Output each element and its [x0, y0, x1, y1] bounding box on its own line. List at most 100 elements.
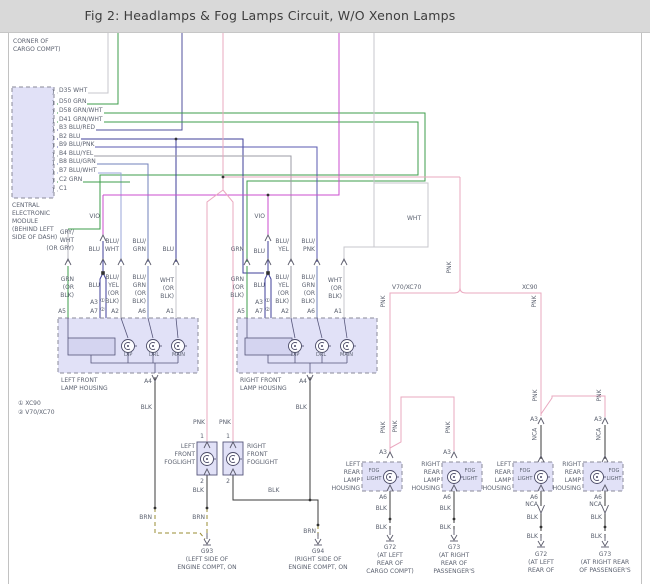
wire-color-label: VIO: [254, 213, 265, 220]
cargo-component-label: CORNER OF: [13, 38, 49, 45]
pin-stubs: [67, 266, 345, 318]
variant-branch-label: V70/XC70: [392, 284, 422, 291]
ground-label: (AT RIGHT REAR: [580, 559, 630, 566]
ground-label: (RIGHT SIDE OF: [294, 556, 342, 563]
component-label: LAMP: [343, 477, 360, 484]
cem-pin: D58 GRN/WHT: [58, 107, 104, 114]
wire-pnk: [206, 33, 606, 453]
wire-color-label: (OR: [277, 290, 289, 297]
fog-light-label: LIGHT: [517, 476, 533, 482]
component-label: LAMP HOUSING: [240, 385, 287, 392]
wire-color-label: BLU/: [275, 274, 289, 281]
pin-label: A7: [90, 308, 98, 315]
pin-label: A3: [379, 449, 387, 456]
wire-color-label: BLK: [439, 524, 451, 531]
fog-light-label: FOG: [368, 468, 380, 474]
fog-light-label: FOG: [519, 468, 531, 474]
pin-label: A3: [443, 449, 451, 456]
wire-color-label: BLK): [301, 298, 315, 305]
wire-color-label: BLU/: [105, 274, 119, 281]
wire-color-label: GRY/: [59, 229, 74, 236]
wire-color-label: GRN: [132, 246, 146, 253]
component-label: LAMP: [423, 477, 440, 484]
cem-pin: B8 BLU/GRN: [58, 158, 97, 165]
pin-label: A4: [299, 378, 307, 385]
ground-label: G93: [200, 548, 214, 555]
pin-label: A1: [166, 308, 174, 315]
component-label: HOUSING: [482, 485, 511, 492]
figure-title: Fig 2: Headlamps & Fog Lamps Circuit, W/…: [84, 8, 456, 23]
wire-color-label: BRN: [303, 528, 316, 535]
wire-blu-b2: [57, 138, 264, 274]
wire-blk: [154, 377, 606, 527]
component-label: LEFT FRONT: [61, 377, 98, 384]
wire-color-label: (OR: [330, 285, 342, 292]
wire-wht-top: [57, 33, 109, 94]
wire-color-label: PNK: [530, 295, 538, 308]
wire-color-label: BLK: [375, 505, 387, 512]
variant-branch-label: XC90: [522, 284, 538, 291]
pin-label: A5: [237, 308, 245, 315]
wire-color-label: BLU/: [275, 238, 289, 245]
pin-bracket: ): [52, 169, 55, 176]
wire-color-label: BLK: [375, 524, 387, 531]
component-label: RIGHT: [421, 461, 440, 468]
wire-color-label: WHT: [104, 246, 119, 253]
wire-color-label: BLK): [105, 298, 119, 305]
component-label: REAR: [494, 469, 511, 476]
wire-color-label: PNK: [444, 421, 452, 434]
ground-label: G72: [534, 551, 548, 558]
wire-color-label: BLK: [526, 533, 538, 540]
wire-color-label: WHT: [59, 237, 74, 244]
wire-color-label: GRN: [60, 276, 74, 283]
wire-color-label: BLK): [275, 298, 289, 305]
cem-pin: B4 BLU/YEL: [58, 150, 95, 157]
ground-label: G73: [447, 544, 461, 551]
pin-bracket: ): [52, 118, 55, 125]
cem-pin: C1: [58, 185, 69, 192]
wire-color-label: BLK): [160, 293, 174, 300]
pin-label: A6: [307, 308, 315, 315]
pin-label: 1: [200, 433, 204, 440]
wire-color-label: PNK: [391, 420, 399, 433]
pin-label: A6: [138, 308, 146, 315]
wire-color-label: YEL: [278, 282, 289, 289]
wire-blupnk-b9: [57, 146, 318, 262]
component-label: LAMP HOUSING: [61, 385, 108, 392]
wire-brn-dashed: [154, 508, 319, 540]
component-label: HOUSING: [331, 485, 360, 492]
wire-color-label: (OR: [162, 285, 174, 292]
ground-label: REAR OF: [376, 560, 404, 567]
fog-light-label: LIGHT: [462, 476, 478, 482]
pin-label: A6: [379, 494, 387, 501]
wire-color-label: PNK: [379, 421, 387, 434]
wire-color-label: BLU/: [132, 238, 146, 245]
wire-color-label: BLU: [88, 282, 100, 289]
ground-label: OF PASSENGER'S: [579, 567, 631, 574]
wire-blk-dashed: [389, 519, 606, 538]
pin-bracket: ): [52, 187, 55, 194]
component-label: LEFT: [496, 461, 511, 468]
wire-color-label: NCA: [595, 427, 603, 441]
wire-color-label: BLK: [295, 404, 307, 411]
wire-blu-red: [57, 33, 183, 131]
fog-light-label: FOG: [608, 468, 620, 474]
cem-label: ELECTRONIC: [12, 210, 51, 217]
ground-label: CARGO COMPT): [366, 568, 414, 575]
cem-pin: B7 BLU/WHT: [58, 167, 98, 174]
component-label: LEFT: [180, 443, 195, 450]
wire-color-label: PNK: [302, 246, 315, 253]
component-label: REAR: [564, 469, 581, 476]
cem-pin: B9 BLU/PNK: [58, 141, 96, 148]
wire-color-label: BLK: [268, 487, 280, 494]
wire-color-label: WHT: [159, 277, 174, 284]
component-label: REAR: [343, 469, 360, 476]
wire-color-label: BLU: [253, 248, 265, 255]
lamp-label: MAIN: [172, 352, 185, 358]
wire-color-label: BLU: [88, 246, 100, 253]
component-label: REAR: [423, 469, 440, 476]
wire-color-label: BRN: [192, 514, 205, 521]
pin-bracket: ): [52, 143, 55, 150]
wire-color-label: BLK: [590, 514, 602, 521]
